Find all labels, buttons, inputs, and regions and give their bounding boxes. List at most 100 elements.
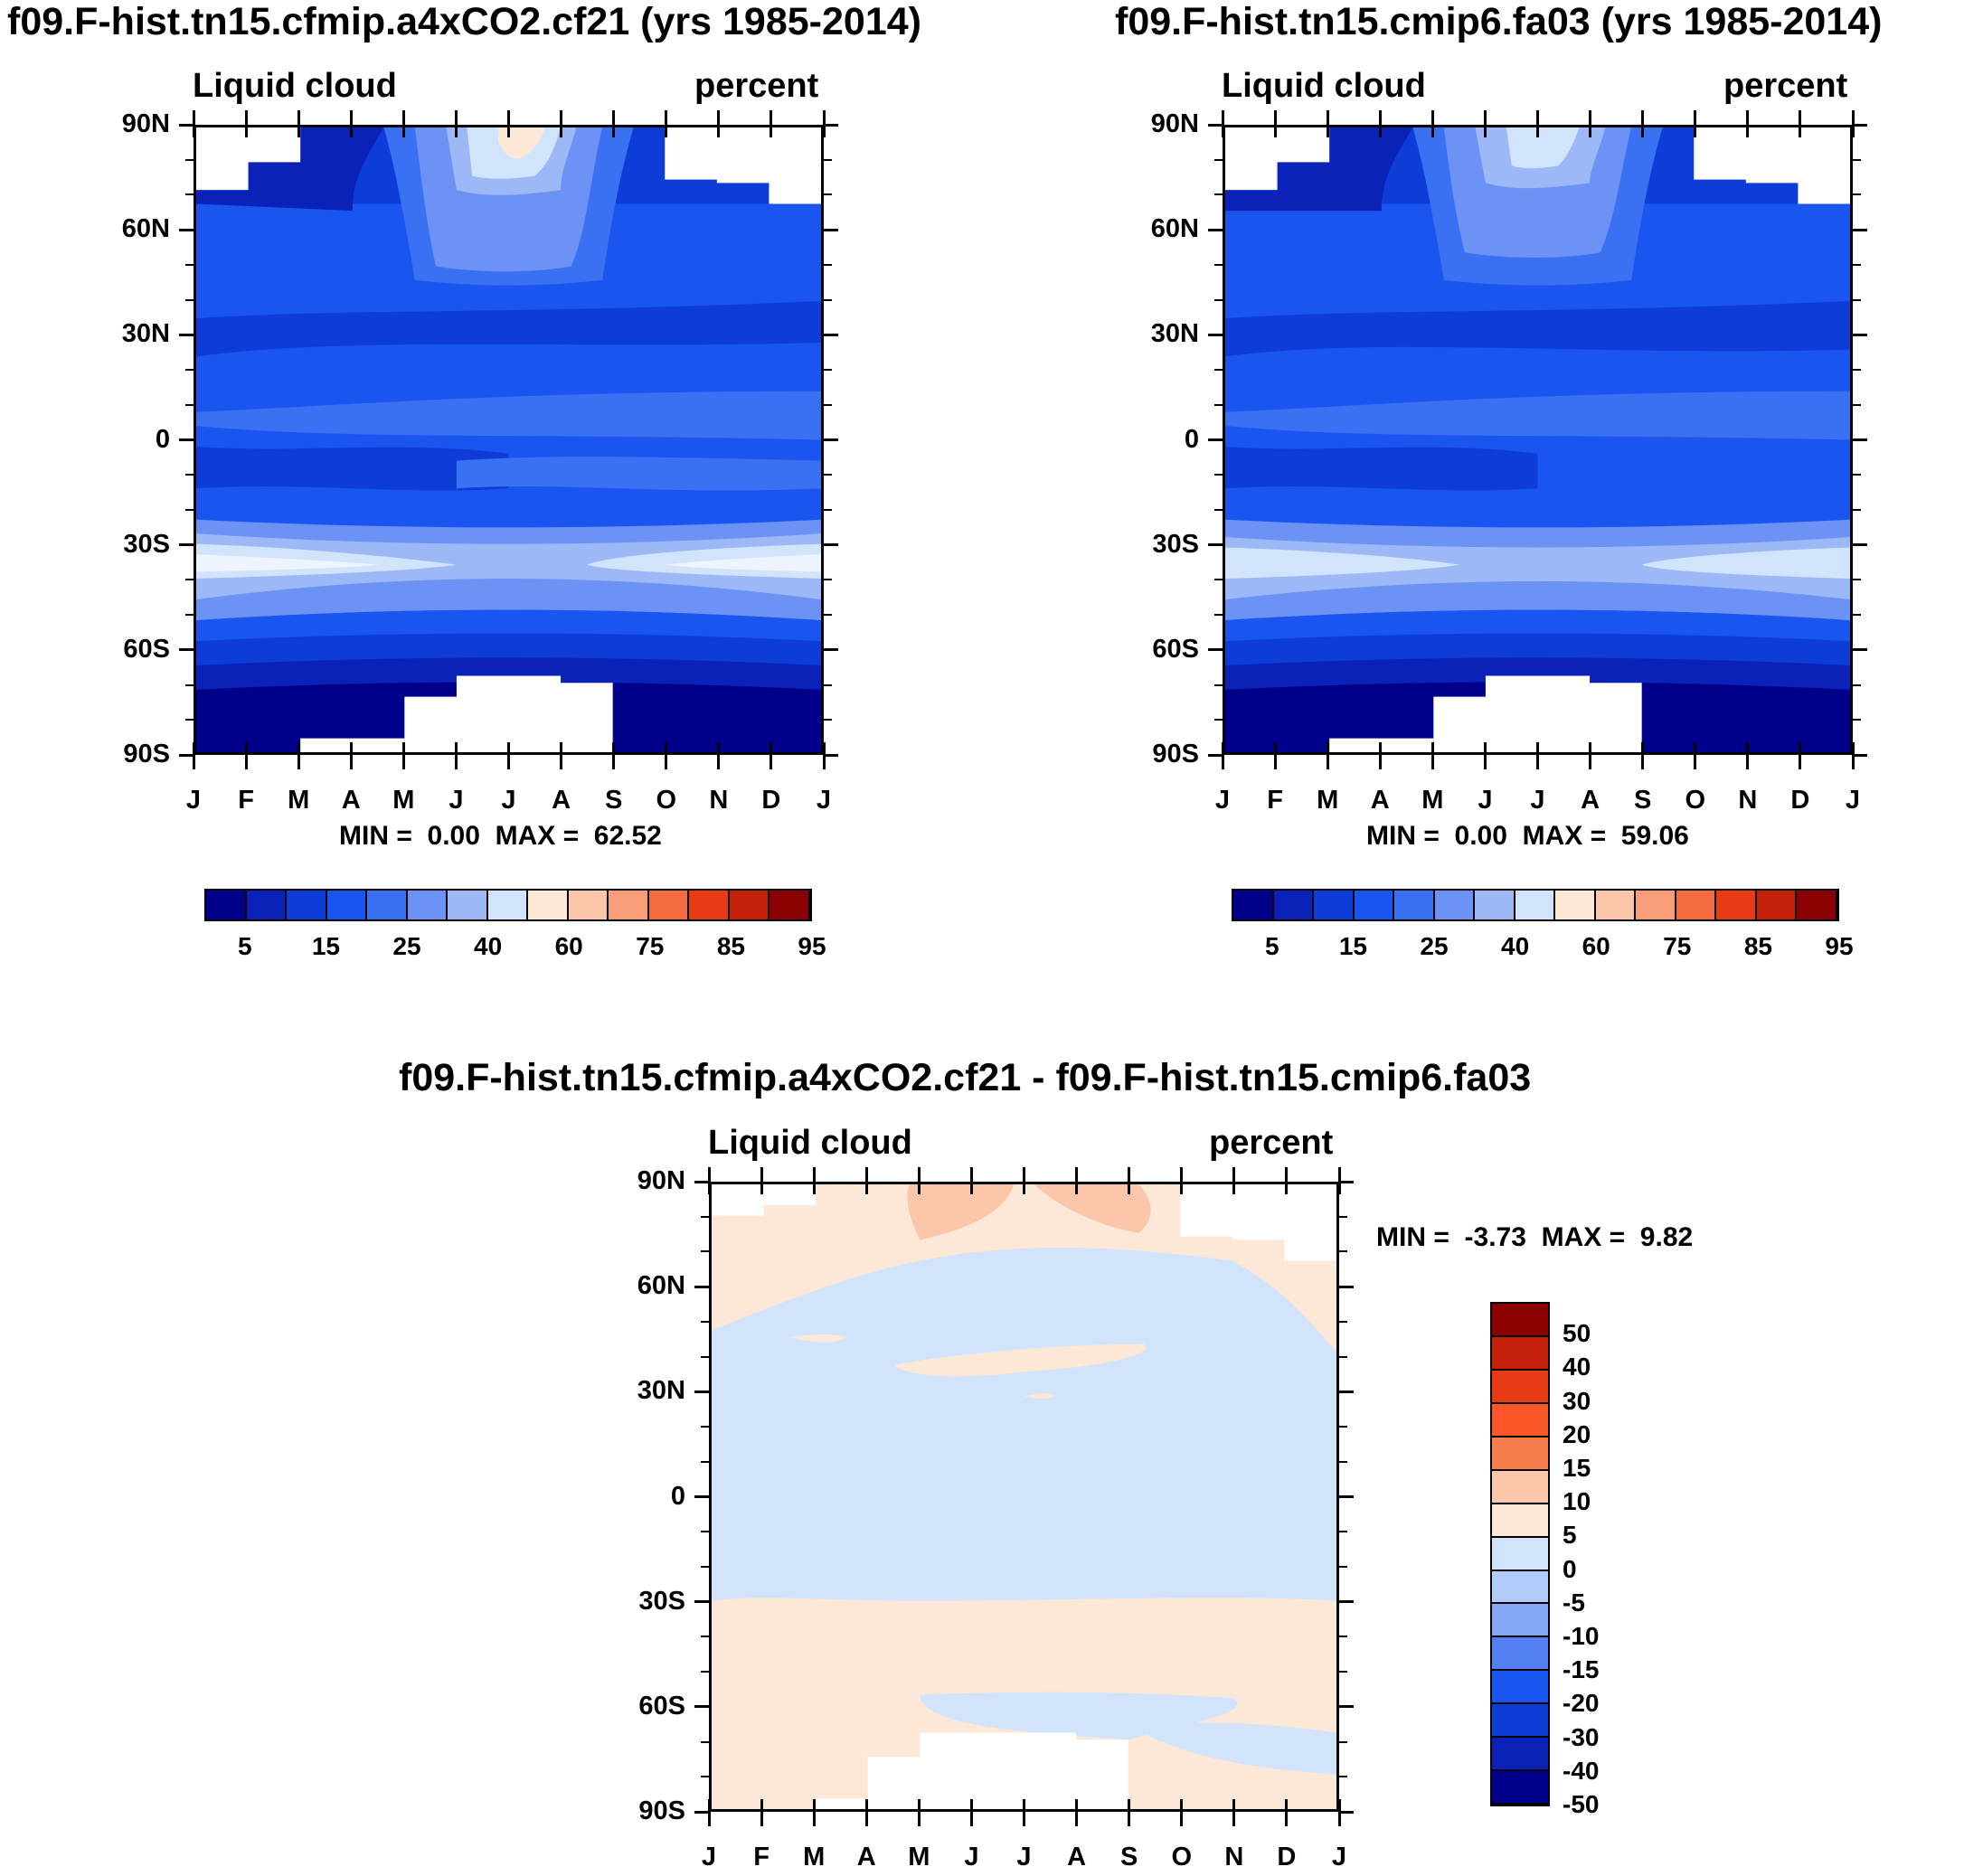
panel1-xtick-label: M (392, 786, 415, 815)
panel3-min-value: -3.73 (1464, 1222, 1526, 1252)
panel1-xtick-mark-in (297, 742, 300, 755)
panel1-xtick-mark-top (560, 110, 563, 125)
panel2-band-south-2 (1225, 536, 1850, 600)
panel2-xtick-mark-topin (1273, 125, 1277, 137)
panel3-colorbar-swatch (1492, 1637, 1548, 1672)
panel3-colorbar-label: -20 (1563, 1689, 1600, 1718)
panel1-band-eq (196, 391, 821, 440)
panel1-band-south-6 (665, 554, 821, 572)
panel2-band-eq (1225, 391, 1850, 440)
panel1-plot-area (194, 125, 824, 755)
panel3-xtick-mark (1337, 1812, 1341, 1826)
panel2-xtick-mark (1273, 755, 1277, 769)
panel2-xtick-mark-in (1851, 742, 1855, 755)
panel2-ytick-label: 30S (1152, 529, 1199, 559)
panel2-xtick-mark-in (1536, 742, 1539, 755)
panel3-xtick-mark (1128, 1812, 1131, 1826)
panel1-xtick-mark-topin (770, 125, 773, 137)
panel1-ytick-mark (179, 543, 194, 547)
panel1-minmax: MIN = 0.00 MAX = 62.52 (339, 821, 662, 852)
panel3-ytick-minor (701, 1460, 709, 1463)
panel2-colorbar (1232, 889, 1839, 921)
panel1-title: f09.F-hist.tn15.cfmip.a4xCO2.cf21 (yrs 1… (7, 0, 921, 43)
panel3-colorbar-swatch (1492, 1604, 1548, 1638)
panel3-xtick-mark (1232, 1812, 1236, 1826)
panel1-colorbar-swatch (689, 891, 730, 919)
panel3-left-label: Liquid cloud (708, 1124, 912, 1162)
panel1-colorbar-label: 40 (474, 932, 503, 960)
panel1-xtick-mark-topin (507, 125, 510, 137)
panel3-pos-island-2 (789, 1334, 847, 1343)
panel3-max-label: MAX = (1541, 1222, 1626, 1252)
panel2-ytick-minor-right (1853, 263, 1861, 266)
panel1-xtick-label: D (761, 786, 781, 815)
panel3-xtick-mark-in (1232, 1799, 1236, 1812)
panel2-left-label: Liquid cloud (1222, 67, 1426, 105)
panel3-ytick-minor-right (1339, 1565, 1347, 1568)
panel3-xtick-mark-topin (917, 1182, 921, 1194)
panel3-xtick-mark-in (1337, 1799, 1341, 1812)
panel2-xtick-mark (1746, 755, 1750, 769)
panel2-colorbar-label: 85 (1743, 932, 1772, 960)
panel3-xtick-mark-top (917, 1167, 921, 1182)
panel3-missing-s (867, 1732, 1128, 1809)
panel2-missing-ne (1694, 127, 1850, 204)
panel2-xtick-mark-top (1483, 110, 1487, 125)
panel1-xtick-mark-in (770, 742, 773, 755)
panel1-ytick-minor (185, 508, 194, 511)
panel1-xtick-mark-in (560, 742, 563, 755)
panel1-xtick-mark-top (717, 110, 721, 125)
panel2-ytick-mark (1208, 228, 1223, 231)
panel1-colorbar-swatch (246, 891, 288, 919)
panel2-xtick-mark (1221, 755, 1224, 769)
panel2-ytick-mark-right (1853, 438, 1867, 441)
panel3-xtick-label: N (1224, 1843, 1244, 1871)
panel2-xtick-mark-topin (1536, 125, 1539, 137)
panel1-colorbar-swatch (367, 891, 408, 919)
panel3-missing-nw (712, 1184, 764, 1216)
panel2-plot-area (1223, 125, 1853, 755)
panel3-ytick-mark-right (1339, 1495, 1354, 1498)
panel3-xtick-mark (1075, 1812, 1079, 1826)
panel3-missing-s2 (816, 1798, 868, 1809)
panel2-title: f09.F-hist.tn15.cmip6.fa03 (yrs 1985-201… (1115, 0, 1883, 43)
panel3-ytick-mark (694, 1180, 709, 1183)
panel2-ytick-minor (1214, 193, 1223, 196)
panel1-xtick-mark-in (244, 742, 248, 755)
panel2-ytick-minor (1214, 158, 1223, 161)
panel3-xtick-mark-topin (969, 1182, 973, 1194)
panel1-xtick-mark-top (770, 110, 773, 125)
panel2-xtick-mark-topin (1694, 125, 1697, 137)
panel1-xtick-mark-topin (192, 125, 195, 137)
panel2-colorbar-swatch (1394, 891, 1435, 919)
panel3-ytick-label: 30S (638, 1586, 685, 1616)
panel1-xtick-mark (507, 755, 510, 769)
panel3-xtick-mark-top (969, 1167, 973, 1182)
panel1-xtick-label: M (288, 786, 310, 815)
panel2-xtick-label: S (1633, 786, 1652, 815)
panel1-ytick-mark (179, 333, 194, 336)
panel1-xtick-mark-topin (401, 125, 405, 137)
panel3-colorbar-swatch (1492, 1437, 1548, 1471)
panel3-xtick-mark-topin (1075, 1182, 1079, 1194)
panel2-ytick-mark (1208, 648, 1223, 652)
panel2-ytick-minor-right (1853, 298, 1861, 301)
panel2-xtick-mark (1431, 755, 1434, 769)
panel1-colorbar-label: 85 (716, 932, 745, 960)
panel3-xtick-mark-top (1232, 1167, 1236, 1182)
panel1-xtick-label: S (604, 786, 623, 815)
panel1-ytick-minor (185, 193, 194, 196)
panel2-band-seq (1225, 447, 1538, 491)
panel2-xtick-label: J (1530, 786, 1545, 815)
panel3-xtick-mark-in (760, 1799, 763, 1812)
panel2-ytick-minor (1214, 508, 1223, 511)
panel3-xtick-mark (707, 1812, 711, 1826)
panel3-xtick-mark (917, 1812, 921, 1826)
panel1-xtick-mark-top (822, 110, 826, 125)
panel2-ytick-label: 0 (1184, 424, 1199, 454)
panel2-ytick-mark-right (1853, 228, 1867, 231)
panel3-ytick-minor-right (1339, 1776, 1347, 1778)
panel3-xtick-label: J (701, 1843, 717, 1871)
panel3-ytick-minor (701, 1776, 709, 1778)
panel1-xtick-mark-in (717, 742, 721, 755)
